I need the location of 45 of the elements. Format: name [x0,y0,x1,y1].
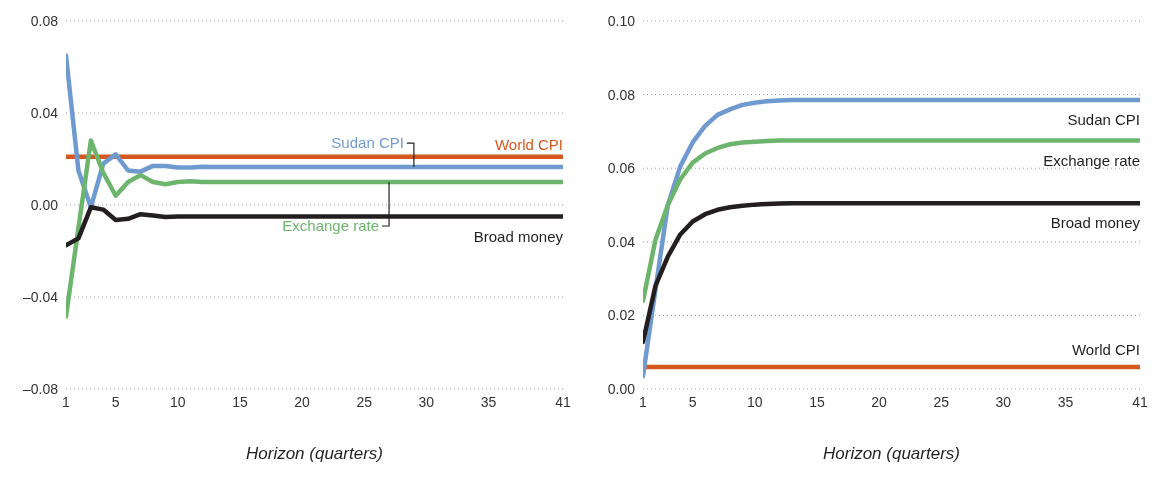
series-label: Broad money [1050,214,1141,232]
x-tick-label: 10 [747,393,763,410]
series-label: Sudan CPI [1067,111,1140,129]
x-tick-label: 15 [809,393,825,410]
y-tick-label: 0.06 [607,160,636,177]
x-tick-label: 15 [232,393,248,410]
line-series [643,138,1140,303]
x-tick-label: 1 [62,393,71,410]
x-tick-label: 20 [294,393,311,410]
y-tick-label: 0.08 [607,86,636,103]
series-label: Broad money [473,227,564,245]
series-label: Sudan CPI [331,134,404,152]
x-tick-label: 35 [480,393,497,410]
line-series [66,138,563,319]
y-tick-label: –0.08 [22,380,59,397]
series-label: World CPI [1071,340,1140,358]
y-tick-label: 0.02 [607,307,636,324]
text: Exchange rate [282,217,380,235]
line-series [66,53,563,210]
x-tick-label: 5 [688,393,697,410]
y-tick-label: 0.04 [607,233,636,250]
x-axis-title: Horizon (quarters) [823,444,960,463]
x-tick-label: 20 [871,393,888,410]
x-tick-label: 25 [356,393,373,410]
x-tick-label: 1 [639,393,648,410]
line-series [643,97,1140,379]
y-tick-label: 0.00 [30,196,59,213]
x-axis-title: Horizon (quarters) [246,444,383,463]
y-tick-label: 0.08 [30,12,59,29]
y-tick-label: 0.10 [607,12,636,29]
y-tick-label: 0.04 [30,104,59,121]
y-tick-label: –0.04 [22,288,59,305]
x-tick-label: 41 [555,393,571,410]
x-tick-label: 5 [111,393,120,410]
line-series [66,205,563,248]
line-series [643,200,1140,345]
y-tick-label: 0.00 [607,380,636,397]
x-tick-label: 41 [1132,393,1148,410]
x-tick-label: 30 [418,393,435,410]
x-tick-label: 25 [933,393,950,410]
x-tick-label: 30 [995,393,1012,410]
x-tick-label: 35 [1057,393,1074,410]
x-tick-label: 10 [170,393,186,410]
series-label: World CPI [494,135,563,153]
series-label: Exchange rate [1043,151,1140,169]
